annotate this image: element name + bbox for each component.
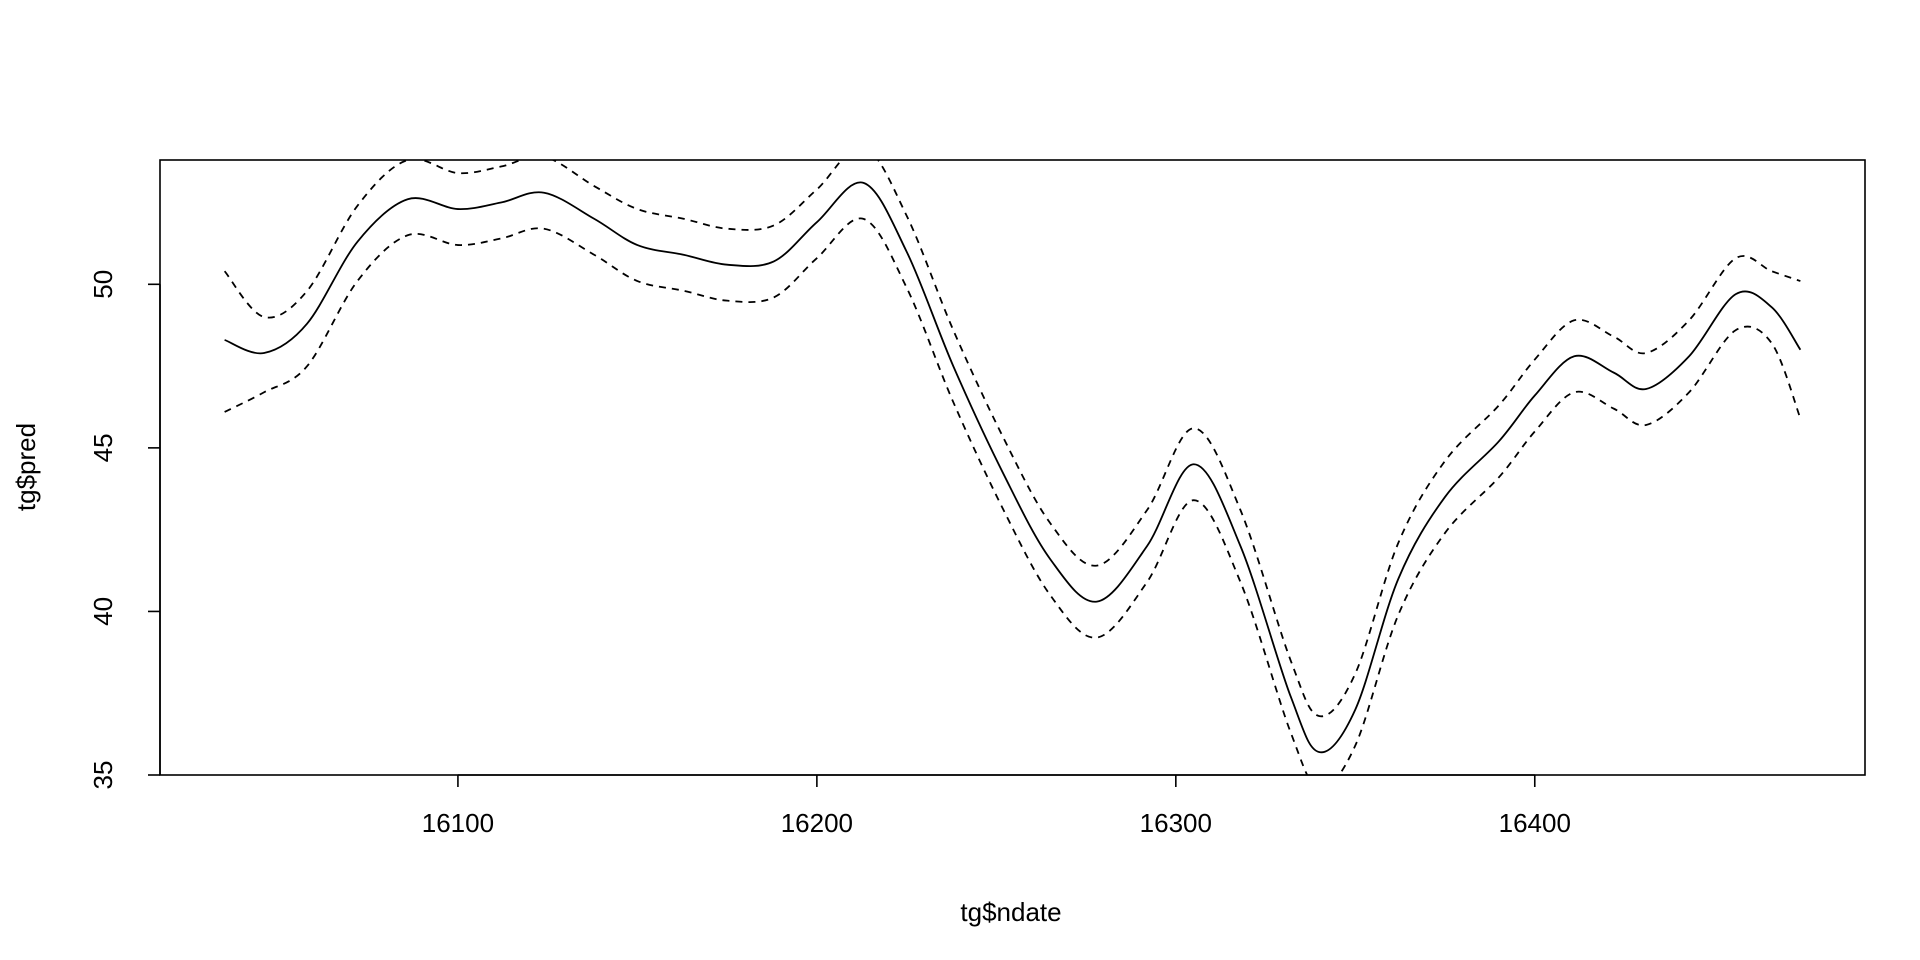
series-layer: [223, 160, 1802, 775]
x-tick-label: 16400: [1499, 808, 1571, 838]
fit-line: [224, 181, 1802, 754]
upper-band-line: [223, 160, 1801, 718]
x-tick-label: 16200: [781, 808, 853, 838]
y-axis-label: tg$pred: [11, 423, 41, 511]
x-tick-label: 16300: [1140, 808, 1212, 838]
y-axis: 35 40 45 50: [88, 270, 161, 790]
y-tick-label: 35: [88, 761, 118, 790]
x-tick-label: 16100: [422, 808, 494, 838]
y-tick-label: 50: [88, 270, 118, 299]
y-tick-label: 45: [88, 433, 118, 462]
x-axis-label: tg$ndate: [960, 897, 1061, 927]
lower-band-line: [224, 217, 1802, 775]
y-tick-label: 40: [88, 597, 118, 626]
x-axis: 16100 16200 16300 16400: [422, 774, 1571, 838]
